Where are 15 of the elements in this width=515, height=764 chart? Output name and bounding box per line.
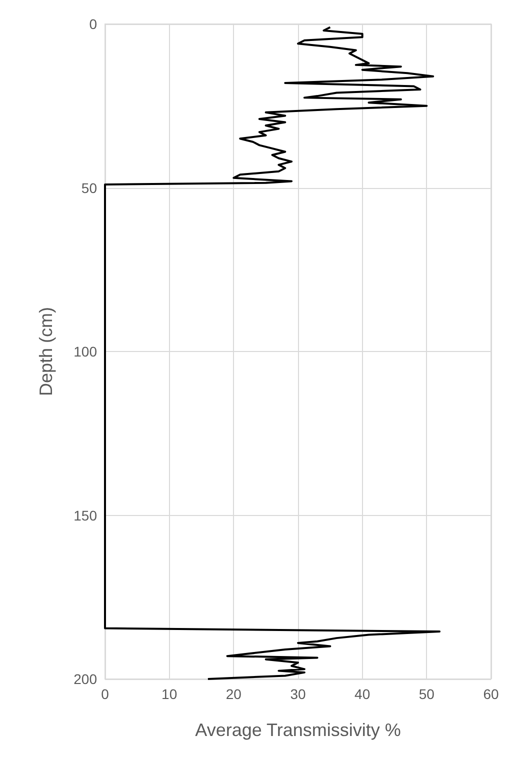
x-tick-label: 50 xyxy=(418,686,435,702)
x-tick-label: 0 xyxy=(101,686,110,702)
y-tick-label: 150 xyxy=(74,507,98,524)
line-series xyxy=(104,26,441,680)
x-tick-label: 30 xyxy=(290,686,306,702)
y-tick-label: 0 xyxy=(89,16,98,32)
x-tick-label: 10 xyxy=(162,686,178,702)
y-axis-title: Depth (cm) xyxy=(36,306,56,396)
x-tick-label: 40 xyxy=(354,686,370,702)
y-tick-label: 200 xyxy=(74,671,98,687)
y-tick-label: 50 xyxy=(81,180,98,196)
x-tick-label: 60 xyxy=(483,686,499,702)
x-tick-label: 20 xyxy=(226,686,242,702)
y-tick-label: 100 xyxy=(74,344,98,360)
x-axis-title: Average Transmissivity % xyxy=(195,720,401,740)
